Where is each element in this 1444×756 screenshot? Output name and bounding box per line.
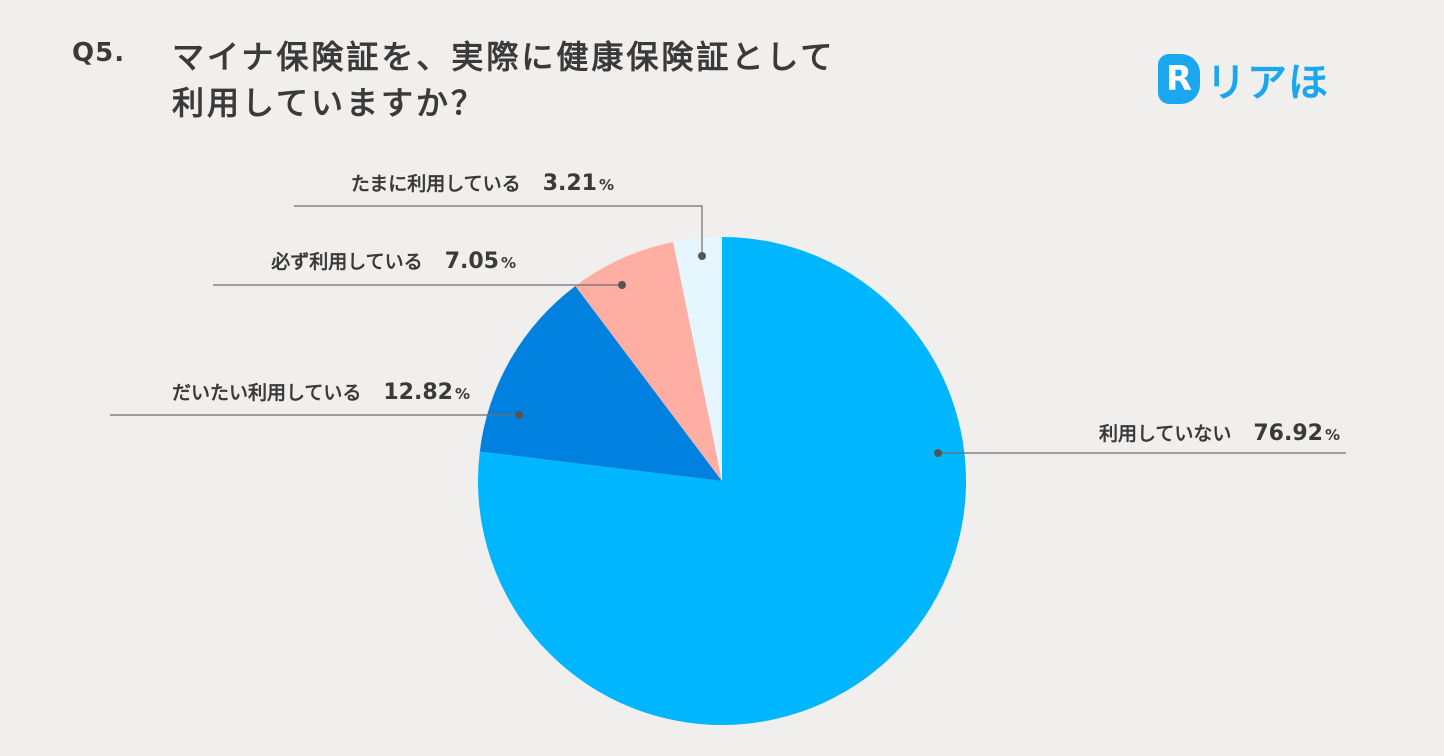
leader-dot-1 — [934, 449, 942, 457]
slice-value-3: 7.05 — [445, 249, 499, 274]
leader-dot-2 — [515, 411, 523, 419]
slice-value-2: 12.82 — [383, 380, 453, 405]
leader-line-4 — [294, 205, 703, 256]
slice-label-1: 利用していない — [1099, 423, 1231, 445]
data-label-3: 必ず利用している 7.05% — [270, 249, 516, 274]
pie-slice-3 — [575, 241, 722, 481]
data-label-1: 利用していない 76.92% — [1099, 421, 1340, 446]
brand-name: リアほ — [1206, 60, 1329, 106]
data-label-4: たまに利用している 3.21% — [351, 171, 614, 196]
slice-value-4: 3.21 — [543, 171, 597, 196]
question-title: マイナ保険証を、実際に健康保険証として 利用していますか？ — [172, 34, 932, 126]
slice-unit-2: % — [455, 385, 470, 403]
slice-label-4: たまに利用している — [351, 173, 521, 195]
leader-dot-4 — [698, 252, 706, 260]
slice-label-2: だいたい利用している — [172, 382, 361, 404]
question-title-line1: マイナ保険証を、実際に健康保険証として — [172, 38, 836, 76]
slice-label-3: 必ず利用している — [270, 250, 422, 273]
slice-unit-4: % — [599, 176, 614, 194]
leader-dot-3 — [618, 281, 626, 289]
question-title-line2: 利用していますか？ — [172, 84, 487, 122]
question-number: Q5. — [72, 38, 126, 68]
slice-unit-3: % — [501, 254, 516, 272]
pie-slice-4 — [673, 237, 722, 481]
pie-slice-2 — [479, 285, 722, 481]
data-label-2: だいたい利用している 12.82% — [172, 380, 470, 405]
slice-unit-1: % — [1325, 426, 1340, 444]
slice-value-1: 76.92 — [1253, 421, 1323, 446]
brand-mark: R — [1158, 54, 1200, 104]
brand-logo: R リアほ — [1158, 50, 1329, 108]
